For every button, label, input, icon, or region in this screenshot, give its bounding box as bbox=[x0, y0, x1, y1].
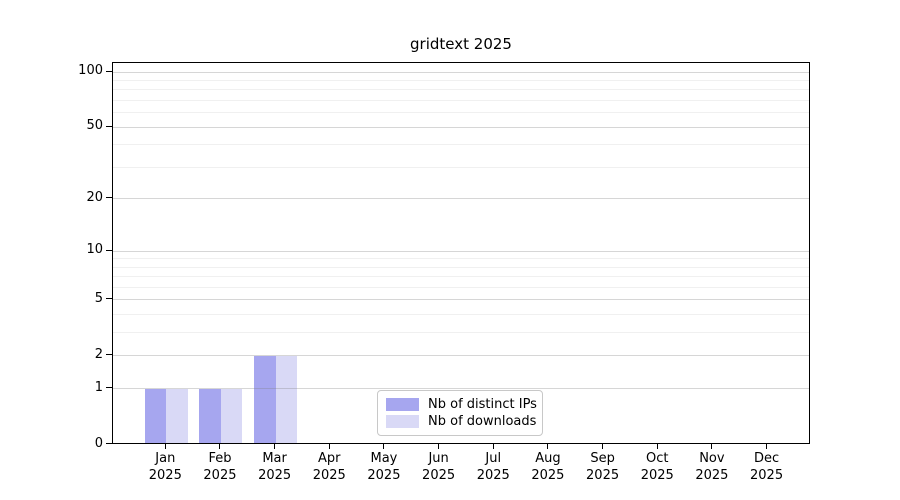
chart-title: gridtext 2025 bbox=[410, 35, 512, 53]
minor-gridline bbox=[113, 258, 809, 260]
x-tick-mark bbox=[219, 443, 221, 449]
major-gridline bbox=[113, 299, 809, 301]
x-tick-label-apr: Apr 2025 bbox=[312, 450, 346, 483]
minor-gridline bbox=[113, 166, 809, 168]
y-tick-mark bbox=[106, 249, 112, 251]
minor-gridline bbox=[113, 332, 809, 334]
x-tick-label-dec: Dec 2025 bbox=[750, 450, 784, 483]
x-tick-label-jun: Jun 2025 bbox=[422, 450, 456, 483]
y-tick-label: 5 bbox=[94, 290, 103, 306]
x-tick-mark bbox=[547, 443, 549, 449]
x-tick-mark bbox=[602, 443, 604, 449]
bar-nb-of-downloads-feb bbox=[220, 388, 243, 443]
legend: Nb of distinct IPs Nb of downloads bbox=[377, 390, 543, 436]
legend-label-downloads: Nb of downloads bbox=[428, 414, 537, 429]
x-tick-label-nov: Nov 2025 bbox=[695, 450, 729, 483]
x-tick-mark bbox=[164, 443, 166, 449]
y-tick-mark bbox=[106, 443, 112, 444]
x-tick-label-aug: Aug 2025 bbox=[531, 450, 565, 483]
minor-gridline bbox=[113, 314, 809, 316]
x-tick-mark bbox=[274, 443, 276, 449]
x-tick-mark bbox=[492, 443, 494, 449]
minor-gridline bbox=[113, 266, 809, 268]
y-tick-mark bbox=[106, 70, 112, 72]
bar-nb-of-distinct-ips-feb bbox=[199, 388, 221, 443]
y-tick-mark bbox=[106, 125, 112, 127]
major-gridline bbox=[113, 71, 809, 73]
y-tick-label: 1 bbox=[94, 379, 103, 395]
minor-gridline bbox=[113, 100, 809, 102]
minor-gridline bbox=[113, 112, 809, 114]
x-tick-label-oct: Oct 2025 bbox=[640, 450, 674, 483]
y-tick-mark bbox=[106, 197, 112, 199]
y-tick-label: 10 bbox=[86, 242, 103, 257]
x-tick-label-mar: Mar 2025 bbox=[258, 450, 292, 483]
legend-swatch-distinct-ips bbox=[386, 398, 419, 411]
y-tick-label: 20 bbox=[86, 189, 103, 205]
legend-swatch-downloads bbox=[386, 415, 419, 428]
legend-item-downloads: Nb of downloads bbox=[386, 414, 537, 429]
minor-gridline bbox=[113, 276, 809, 278]
y-tick-mark bbox=[106, 387, 112, 389]
legend-label-distinct-ips: Nb of distinct IPs bbox=[428, 397, 537, 412]
major-gridline bbox=[113, 355, 809, 357]
major-gridline bbox=[113, 198, 809, 200]
bar-nb-of-distinct-ips-jan bbox=[144, 388, 167, 443]
y-tick-label: 50 bbox=[86, 118, 103, 134]
x-tick-label-sep: Sep 2025 bbox=[586, 450, 620, 483]
y-tick-label: 2 bbox=[94, 346, 103, 362]
x-tick-label-jan: Jan 2025 bbox=[148, 450, 182, 483]
x-tick-label-feb: Feb 2025 bbox=[203, 450, 237, 483]
minor-gridline bbox=[113, 286, 809, 288]
x-tick-mark bbox=[711, 443, 713, 449]
x-tick-mark bbox=[328, 443, 330, 449]
x-tick-mark bbox=[656, 443, 658, 449]
x-tick-mark bbox=[438, 443, 440, 449]
bar-nb-of-distinct-ips-mar bbox=[254, 355, 276, 443]
bar-nb-of-downloads-mar bbox=[275, 355, 298, 443]
y-tick-label: 100 bbox=[78, 63, 103, 79]
minor-gridline bbox=[113, 89, 809, 91]
minor-gridline bbox=[113, 144, 809, 146]
major-gridline bbox=[113, 126, 809, 128]
x-tick-label-may: May 2025 bbox=[367, 450, 401, 483]
major-gridline bbox=[113, 250, 809, 252]
x-tick-label-jul: Jul 2025 bbox=[476, 450, 510, 483]
x-tick-mark bbox=[766, 443, 768, 449]
x-tick-mark bbox=[383, 443, 385, 449]
plot-area bbox=[112, 62, 810, 444]
minor-gridline bbox=[113, 80, 809, 81]
bar-nb-of-downloads-jan bbox=[166, 388, 188, 443]
y-tick-mark bbox=[106, 354, 112, 356]
y-tick-label: 0 bbox=[94, 435, 103, 451]
y-tick-mark bbox=[106, 298, 112, 300]
major-gridline bbox=[113, 388, 809, 390]
legend-item-distinct-ips: Nb of distinct IPs bbox=[386, 397, 537, 412]
